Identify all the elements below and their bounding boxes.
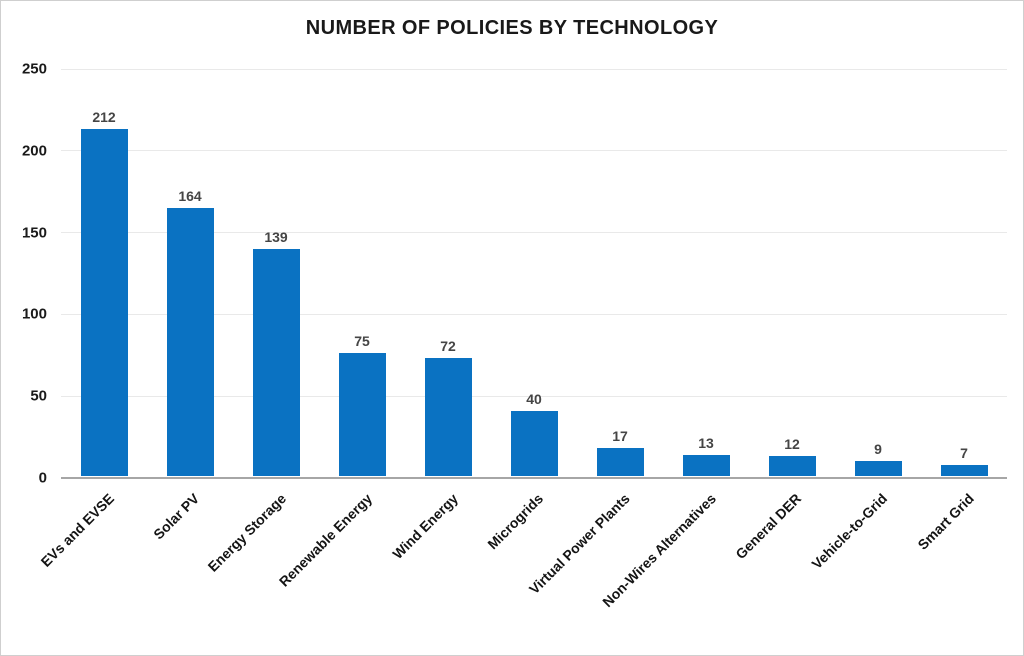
gridline-y150 xyxy=(61,232,1007,234)
bar xyxy=(768,456,816,476)
gridline-y50 xyxy=(61,395,1007,397)
bar xyxy=(80,129,128,476)
bar-slot: 17 xyxy=(577,429,663,476)
bar-value-label: 164 xyxy=(178,187,202,204)
x-axis-category-label: Microgrids xyxy=(484,490,547,553)
bar xyxy=(166,207,214,476)
bar-value-label: 9 xyxy=(874,441,882,458)
y-axis-tick-label: 0 xyxy=(38,469,47,487)
bar-value-label: 7 xyxy=(960,444,968,461)
x-axis-line xyxy=(61,477,1007,479)
bar-slot: 72 xyxy=(405,339,491,476)
bar-value-label: 72 xyxy=(440,338,456,355)
bar xyxy=(510,410,558,476)
y-axis-tick-label: 250 xyxy=(21,60,47,78)
bar-value-label: 75 xyxy=(354,333,370,350)
bar-slot: 7 xyxy=(921,444,1007,476)
y-axis-tick-label: 50 xyxy=(30,387,47,405)
y-axis-tick-label: 150 xyxy=(21,224,47,242)
y-axis-tick-label: 100 xyxy=(21,305,47,323)
bar-slot: 75 xyxy=(319,334,405,476)
gridline-y200 xyxy=(61,150,1007,152)
bar-slot: 164 xyxy=(147,189,233,476)
bar-value-label: 12 xyxy=(784,436,800,453)
bar-slot: 139 xyxy=(233,230,319,476)
bar xyxy=(854,461,902,476)
y-axis-tick-label: 200 xyxy=(21,142,47,160)
bar-slot: 9 xyxy=(835,442,921,476)
bar-value-label: 139 xyxy=(264,228,288,245)
x-axis-category-label: General DER xyxy=(732,490,805,563)
chart-title: NUMBER OF POLICIES BY TECHNOLOGY xyxy=(305,17,719,39)
bar xyxy=(682,454,730,476)
bar-slot: 212 xyxy=(61,110,147,476)
bar-value-label: 17 xyxy=(612,428,628,445)
x-axis-category-label: Wind Energy xyxy=(388,490,461,563)
x-axis-category-label: Energy Storage xyxy=(204,490,289,575)
bar-slot: 40 xyxy=(491,392,577,476)
bar-value-label: 13 xyxy=(698,434,714,451)
bar xyxy=(424,358,472,476)
gridline-y100 xyxy=(61,313,1007,315)
bar xyxy=(252,248,300,476)
bar xyxy=(596,448,644,476)
bar-slot: 13 xyxy=(663,436,749,476)
x-axis-category-label: Smart Grid xyxy=(914,490,977,553)
bar-value-label: 212 xyxy=(92,109,116,126)
bar-slot: 12 xyxy=(749,437,835,476)
x-axis-category-label: Solar PV xyxy=(150,490,203,543)
gridline-y250 xyxy=(61,68,1007,70)
bar xyxy=(338,353,386,476)
x-axis-category-label: EVs and EVSE xyxy=(37,490,117,570)
x-axis-category-label: Vehicle-to-Grid xyxy=(808,490,891,573)
bar xyxy=(940,464,988,476)
x-axis-category-label: Renewable Energy xyxy=(275,490,375,590)
bar-value-label: 40 xyxy=(526,390,542,407)
